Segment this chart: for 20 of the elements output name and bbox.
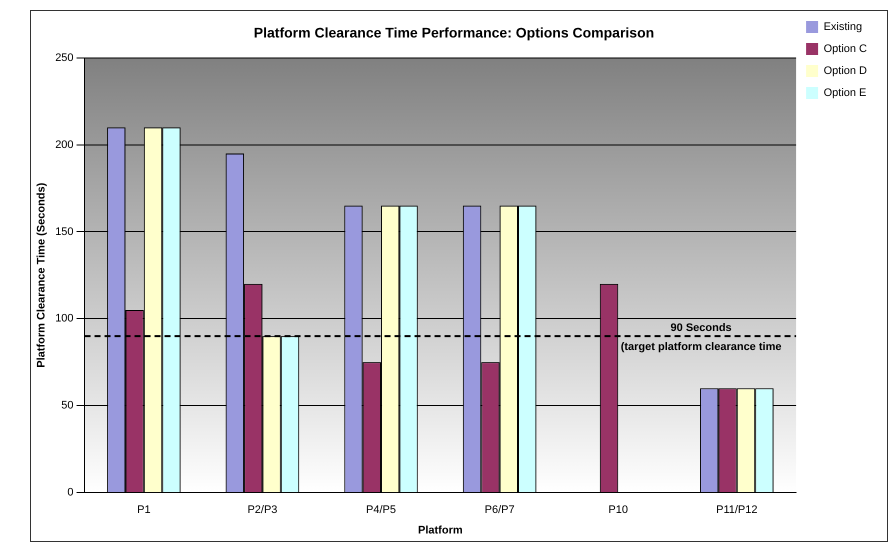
legend-label: Existing — [824, 21, 862, 34]
legend-label: Option E — [824, 87, 866, 100]
y-tick-label: 250 — [55, 52, 74, 64]
chart-title: Platform Clearance Time Performance: Options Comparison — [254, 24, 654, 40]
y-tick-label: 100 — [55, 312, 74, 325]
y-tick-label: 50 — [61, 400, 74, 412]
x-tick-label: P11/P12 — [716, 504, 758, 516]
x-tick-label: P2/P3 — [247, 504, 278, 516]
x-axis-title: Platform — [418, 524, 463, 536]
legend-label: Option C — [824, 43, 868, 56]
x-tick-label: P4/P5 — [366, 504, 396, 516]
y-tick-label: 150 — [55, 226, 74, 238]
ref-line-label: 90 Seconds (target platform clearance time — [620, 322, 782, 354]
y-tick-label: 200 — [55, 138, 74, 151]
x-tick-label: P10 — [608, 504, 628, 516]
x-tick-label: P6/P7 — [484, 504, 515, 516]
y-axis-title: Platform Clearance Time (Seconds) — [36, 182, 48, 368]
x-tick-label: P1 — [137, 504, 151, 516]
legend-label: Option D — [824, 65, 868, 78]
y-tick-label: 0 — [67, 486, 74, 499]
